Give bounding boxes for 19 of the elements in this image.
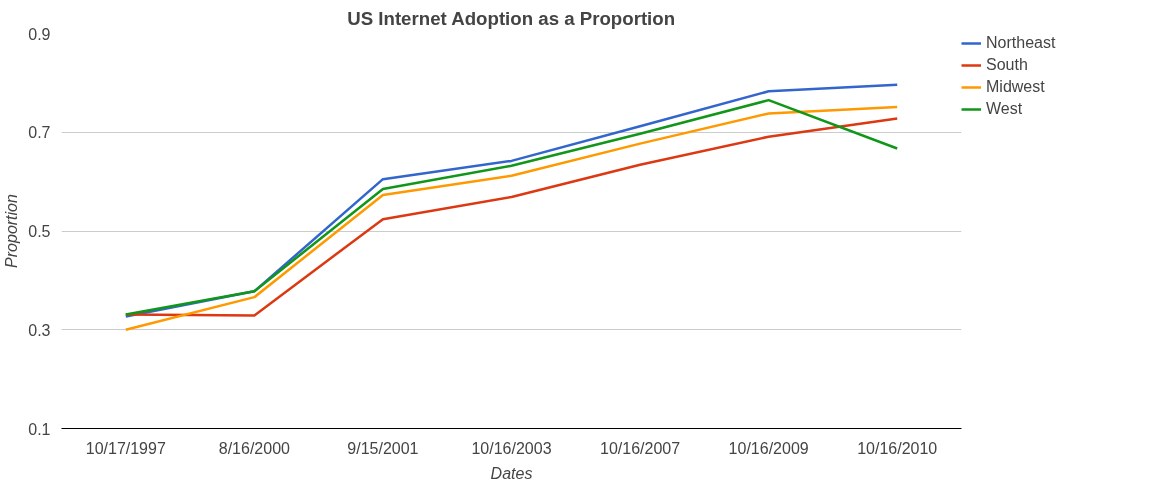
y-tick-label: 0.3 xyxy=(28,321,51,339)
y-tick-label: 0.5 xyxy=(28,223,51,240)
x-tick-label: 9/15/2001 xyxy=(347,439,419,457)
y-axis-title: Proportion xyxy=(3,193,21,268)
x-tick-label: 10/16/2003 xyxy=(471,439,552,457)
legend-label: Northeast xyxy=(986,34,1056,52)
y-tick-label: 0.1 xyxy=(28,420,51,438)
x-tick-label: 10/16/2010 xyxy=(857,439,938,457)
chart-title: US Internet Adoption as a Proportion xyxy=(347,7,676,29)
legend-label: West xyxy=(986,100,1023,118)
x-tick-label: 10/16/2007 xyxy=(600,439,681,457)
y-tick-label: 0.7 xyxy=(28,124,51,142)
legend-label: Midwest xyxy=(986,78,1045,96)
y-tick-label: 0.9 xyxy=(28,25,51,43)
x-tick-label: 10/17/1997 xyxy=(85,439,166,457)
legend-label: South xyxy=(986,56,1028,74)
x-tick-label: 8/16/2000 xyxy=(218,439,291,457)
x-axis-title: Dates xyxy=(490,464,533,482)
x-tick-label: 10/16/2009 xyxy=(728,439,809,457)
